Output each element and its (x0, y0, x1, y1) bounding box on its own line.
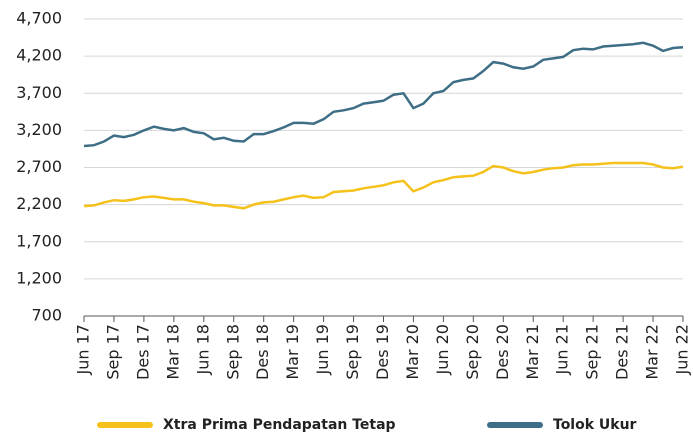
line-series (83, 41, 684, 148)
x-tick-label: Mar 22 (643, 324, 662, 380)
x-tick-label: Des 20 (493, 324, 512, 380)
x-tick-label: Sep 17 (103, 324, 122, 380)
x-tick-label: Jun 19 (313, 324, 332, 375)
x-tick-label: Mar 19 (283, 324, 302, 380)
x-tick-label: Mar 21 (523, 324, 542, 380)
x-tick-label: Jun 20 (433, 324, 452, 375)
y-tick-label: 4,700 (16, 9, 62, 28)
x-tick-label: Des 21 (613, 324, 632, 380)
y-tick-label: 2,200 (16, 194, 62, 213)
x-tick-label: Sep 19 (343, 324, 362, 380)
y-tick-label: 3,200 (16, 120, 62, 139)
x-tick-label: Des 19 (373, 324, 392, 380)
x-tick-label: Des 18 (253, 324, 272, 380)
y-tick-label: 1,700 (16, 231, 62, 250)
x-tick-label: Des 17 (133, 324, 152, 380)
x-tick-label: Mar 20 (403, 324, 422, 380)
y-tick-label: 2,700 (16, 157, 62, 176)
x-tick-label: Jun 17 (74, 324, 93, 375)
y-tick-label: 4,200 (16, 46, 62, 65)
x-tick-label: Jun 21 (553, 324, 572, 375)
y-tick-label: 1,200 (16, 268, 62, 287)
y-tick-label: 3,700 (16, 83, 62, 102)
legend-label: Tolok Ukur (553, 417, 637, 433)
y-tick-label: 700 (31, 306, 62, 325)
x-tick-label: Mar 18 (163, 324, 182, 380)
x-tick-label: Jun 22 (673, 324, 692, 375)
line-series (83, 161, 684, 210)
x-tick-label: Sep 20 (463, 324, 482, 380)
x-tick-label: Jun 18 (193, 324, 212, 375)
legend-label: Xtra Prima Pendapatan Tetap (163, 417, 396, 433)
x-tick-label: Sep 21 (583, 324, 602, 380)
x-tick-label: Sep 18 (223, 324, 242, 380)
